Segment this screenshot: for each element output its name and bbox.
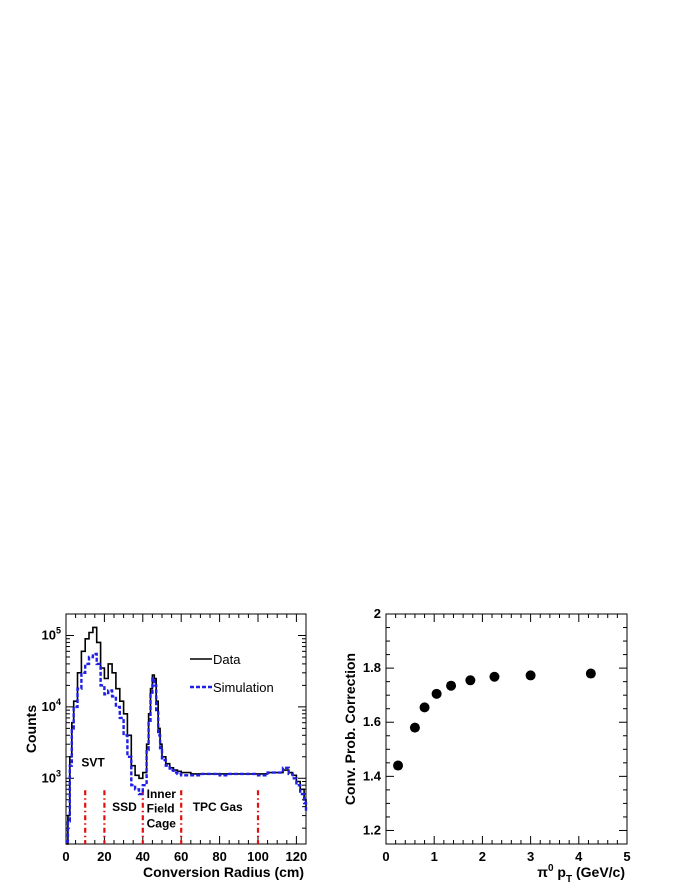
left-y-tick-exponent: 5 (56, 625, 61, 635)
simulation-series-line (66, 652, 308, 843)
legend: Data Simulation (190, 652, 274, 695)
right-y-tick-label: 1.2 (363, 822, 381, 837)
right-y-tick-label: 1.4 (363, 768, 382, 783)
left-y-tick-base: 10 (42, 627, 56, 642)
left-y-tick-label: 105 (42, 625, 61, 642)
left-x-tick-label: 40 (136, 849, 150, 864)
right-x-axis-title: π0 pT (GeV/c) (537, 863, 625, 885)
left-y-tick-exponent: 4 (56, 697, 61, 707)
right-x-tick-label: 0 (382, 849, 389, 864)
left-y-tick-label: 103 (42, 768, 61, 785)
right-x-tick-label: 1 (431, 849, 438, 864)
correction-point (446, 680, 457, 691)
detector-boundary-markers (84, 790, 260, 844)
correction-point (393, 760, 404, 771)
correction-point (525, 670, 536, 681)
detector-annotation: TPC Gas (193, 800, 243, 814)
right-y-tick-labels: 1.2 1.4 1.6 1.8 2 (363, 606, 382, 837)
left-y-tick-base: 10 (42, 699, 56, 714)
left-x-tick-labels: 0 20 40 60 80 100 120 (62, 849, 307, 864)
correction-points (393, 668, 596, 771)
right-x-tick-label: 3 (527, 849, 534, 864)
right-x-title-pi: π (537, 864, 548, 880)
data-series-line (66, 626, 307, 845)
legend-label-data: Data (213, 652, 241, 667)
left-x-tick-label: 20 (97, 849, 111, 864)
right-x-title-sup: 0 (548, 863, 554, 874)
left-y-tick-exponent: 3 (56, 768, 61, 778)
left-x-tick-label: 120 (286, 849, 308, 864)
right-y-axis-title: Conv. Prob. Correction (342, 653, 358, 805)
left-x-tick-label: 60 (174, 849, 188, 864)
right-x-tick-labels: 0 1 2 3 4 5 (382, 849, 630, 864)
right-x-title-p: p (554, 864, 566, 880)
right-x-tick-label: 4 (575, 849, 583, 864)
correction-point (409, 722, 420, 733)
right-x-title-unit: (GeV/c) (572, 864, 625, 880)
right-x-tick-label: 2 (479, 849, 486, 864)
right-x-tick-label: 5 (623, 849, 630, 864)
detector-annotation: SSD (112, 800, 137, 814)
left-y-tick-label: 104 (42, 697, 61, 714)
left-axis-ticks (65, 613, 307, 844)
correction-point (419, 702, 430, 713)
left-plot-frame (65, 613, 307, 845)
correction-point (489, 671, 500, 682)
right-y-tick-label: 1.8 (363, 660, 381, 675)
detector-annotation: Field (147, 802, 175, 816)
detector-annotation: Cage (147, 816, 177, 830)
detector-annotation: Inner (147, 787, 177, 801)
left-x-tick-label: 100 (247, 849, 269, 864)
left-x-tick-label: 80 (212, 849, 226, 864)
correction-point (431, 688, 442, 699)
right-y-tick-label: 2 (374, 606, 381, 621)
right-plot-frame (385, 613, 628, 845)
detector-annotation: SVT (81, 756, 105, 770)
correction-point (585, 668, 596, 679)
right-y-tick-label: 1.6 (363, 714, 381, 729)
left-x-tick-label: 0 (62, 849, 69, 864)
legend-label-simulation: Simulation (213, 680, 274, 695)
correction-point (465, 675, 476, 686)
left-x-axis-title: Conversion Radius (cm) (143, 864, 304, 880)
left-y-axis-title: Counts (23, 705, 39, 753)
right-axis-ticks (385, 613, 628, 845)
left-y-tick-base: 10 (42, 770, 56, 785)
right-x-title-sub: T (566, 874, 572, 885)
